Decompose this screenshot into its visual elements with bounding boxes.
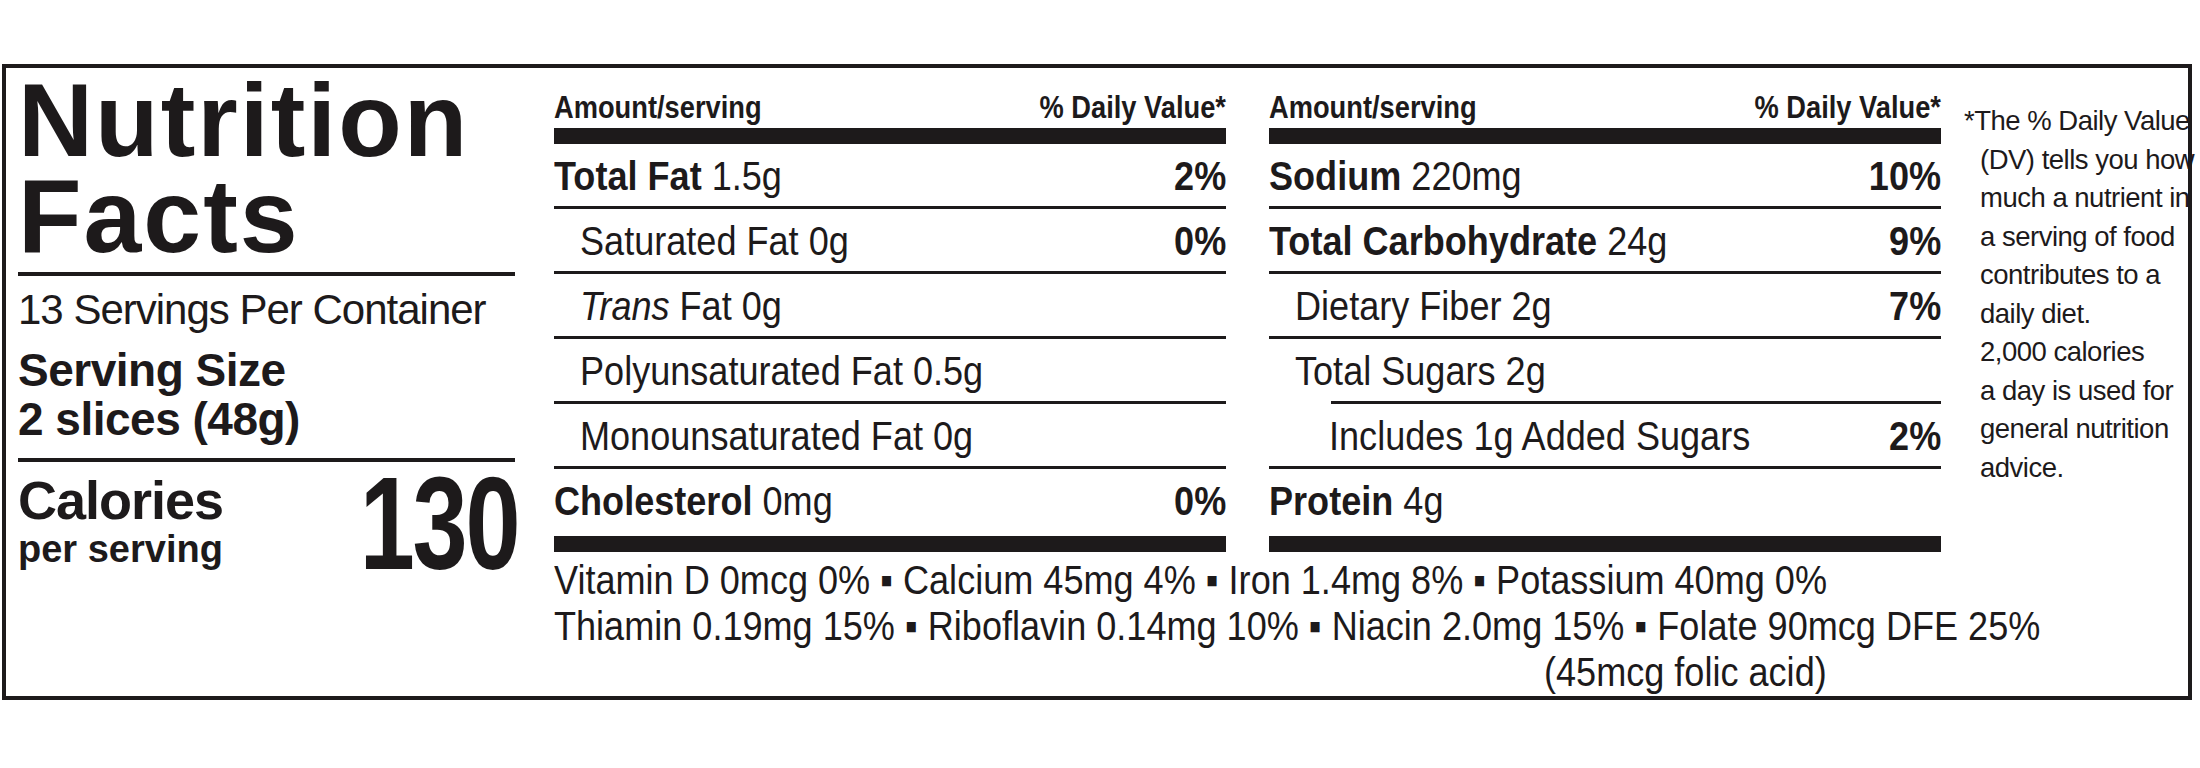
calories-sublabel: per serving [18,528,223,570]
footnote-line: much a nutrient in [1980,179,2200,218]
nutrient-row-protein: Protein 4g [1269,469,1941,534]
nutrient-column-2: Amount/serving % Daily Value* Sodium 220mg… [1269,68,1941,552]
header-amount-per-serving: Amount/serving [1269,90,1477,126]
servings-per-container: 13 Servings Per Container [18,288,518,332]
nutrient-name: Saturated Fat [580,218,799,264]
nutrient-text: Dietary Fiber 2g [1295,283,1552,330]
header-amount-per-serving: Amount/serving [554,90,762,126]
calories-value: 130 [360,472,518,576]
summary-panel: Nutrition Facts 13 Servings Per Containe… [18,70,518,576]
header-daily-value: % Daily Value* [1039,90,1226,126]
footnote-line: (DV) tells you how [1980,141,2200,180]
calories-row: Calories per serving 130 [18,472,518,576]
nutrient-row-trans: Trans Fat 0g [554,274,1226,339]
footnote-line: a day is used for [1980,372,2200,411]
nutrient-row-includes-1g-added-sugars: Includes 1g Added Sugars 2% [1269,404,1941,469]
footnote-line: general nutrition [1980,410,2200,449]
footnote-line: advice. [1980,449,2200,488]
daily-value-percent: 10% [1869,153,1941,200]
serving-size-value: 2 slices (48g) [18,395,518,444]
footnote-line: a serving of food [1980,218,2200,257]
nutrient-text: Trans Fat 0g [580,283,782,330]
nutrient-row-dietary-fiber: Dietary Fiber 2g 7% [1269,274,1941,339]
thick-bar [1269,128,1941,144]
nutrient-row-total-sugars: Total Sugars 2g [1269,339,1941,404]
nutrient-row-sodium: Sodium 220mg 10% [1269,144,1941,209]
nutrient-row-saturated-fat: Saturated Fat 0g 0% [554,209,1226,274]
nutrient-text: Total Fat 1.5g [554,153,782,200]
serving-size-label: Serving Size [18,346,518,395]
nutrient-row-total-carbohydrate: Total Carbohydrate 24g 9% [1269,209,1941,274]
nutrient-text: Cholesterol 0mg [554,478,833,525]
nutrient-name: Cholesterol [554,478,752,524]
nutrient-name: Total Fat [554,153,702,199]
column-header: Amount/serving % Daily Value* [554,84,1226,126]
nutrient-name: Polyunsaturated Fat [580,348,903,394]
thick-bar [1269,536,1941,552]
calories-label-group: Calories per serving [18,472,223,576]
micronutrients-block: Vitamin D 0mcg 0% ▪ Calcium 45mg 4% ▪ Ir… [554,557,1949,695]
micronutrients-line2: Thiamin 0.19mg 15% ▪ Riboflavin 0.14mg 1… [554,603,2040,649]
serving-size: Serving Size 2 slices (48g) [18,346,518,444]
nutrient-name: Sodium [1269,153,1401,199]
calories-label: Calories [18,472,223,528]
nutrient-text: Sodium 220mg [1269,153,1522,200]
nutrient-row-total-fat: Total Fat 1.5g 2% [554,144,1226,209]
nutrient-row-polyunsaturated-fat: Polyunsaturated Fat 0.5g [554,339,1226,404]
label-title: Nutrition Facts [18,72,518,264]
nutrient-name: Total Sugars [1295,348,1496,394]
footnote-line: contributes to a [1980,256,2200,295]
column-header: Amount/serving % Daily Value* [1269,84,1941,126]
nutrient-name: Includes 1g Added Sugars [1329,413,1750,459]
footnote-line: daily diet. [1980,295,2200,334]
nutrient-text: Saturated Fat 0g [580,218,849,265]
nutrient-column-1: Amount/serving % Daily Value* Total Fat 1.… [554,68,1226,552]
nutrient-row-cholesterol: Cholesterol 0mg 0% [554,469,1226,534]
daily-value-percent: 2% [1889,413,1941,460]
nutrient-text: Polyunsaturated Fat 0.5g [580,348,983,395]
label-title-line1: Nutrition [18,72,518,168]
daily-value-footnote: *The % Daily Value(DV) tells you howmuch… [1964,102,2200,487]
nutrient-text: Includes 1g Added Sugars [1329,413,1750,460]
daily-value-percent: 7% [1889,283,1941,330]
nutrient-name: Total Carbohydrate [1269,218,1597,264]
daily-value-percent: 9% [1889,218,1941,265]
footnote-line: 2,000 calories [1980,333,2200,372]
nutrition-facts-label: Nutrition Facts 13 Servings Per Containe… [2,64,2192,700]
nutrient-text: Total Sugars 2g [1295,348,1546,395]
thick-bar [554,128,1226,144]
nutrient-text: Protein 4g [1269,478,1443,525]
footnote-line: *The % Daily Value [1980,102,2200,141]
daily-value-percent: 0% [1174,218,1226,265]
nutrient-name: Trans [580,283,670,329]
thick-bar [554,536,1226,552]
nutrient-row-monounsaturated-fat: Monounsaturated Fat 0g [554,404,1226,469]
micronutrients-line1: Vitamin D 0mcg 0% ▪ Calcium 45mg 4% ▪ Ir… [554,557,1827,603]
daily-value-percent: 0% [1174,478,1226,525]
nutrient-name: Dietary Fiber [1295,283,1502,329]
header-daily-value: % Daily Value* [1754,90,1941,126]
nutrient-text: Monounsaturated Fat 0g [580,413,973,460]
nutrient-text: Total Carbohydrate 24g [1269,218,1667,265]
nutrient-name: Monounsaturated Fat [580,413,923,459]
nutrient-name: Protein [1269,478,1393,524]
micronutrients-line3: (45mcg folic acid) [1544,649,1827,695]
daily-value-percent: 2% [1174,153,1226,200]
label-title-line2: Facts [18,168,518,264]
